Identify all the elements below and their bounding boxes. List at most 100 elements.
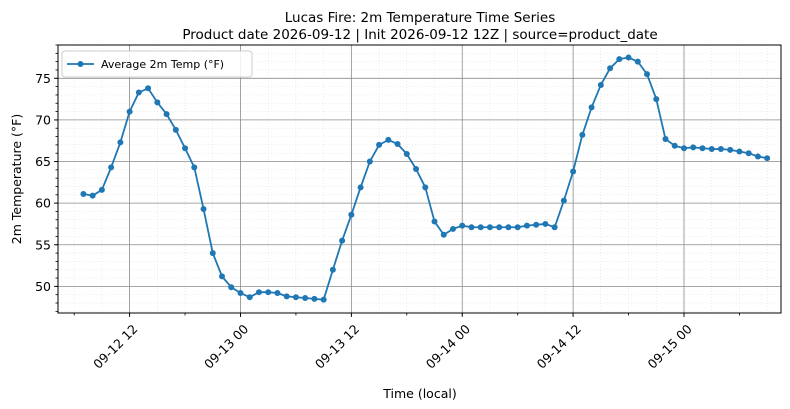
y-axis-label: 2m Temperature (°F) <box>9 114 24 244</box>
data-point <box>394 141 401 148</box>
data-point <box>570 168 577 175</box>
data-point <box>209 250 216 257</box>
data-point <box>560 197 567 204</box>
data-point <box>764 155 771 162</box>
data-point <box>311 295 318 302</box>
data-point <box>607 65 614 72</box>
data-point <box>449 225 456 232</box>
data-point <box>597 81 604 88</box>
y-tick-label: 65 <box>35 154 51 169</box>
x-tick-labels: 09-12 12 09-13 00 09-13 12 09-14 00 09-14 12… <box>90 321 695 371</box>
data-point <box>486 224 493 231</box>
data-point <box>431 218 438 225</box>
data-point <box>135 89 142 96</box>
data-point <box>89 192 96 199</box>
data-point <box>255 289 262 296</box>
data-point <box>366 158 373 165</box>
data-point <box>385 136 392 143</box>
data-point <box>717 146 724 153</box>
x-tick-label: 09-14 12 <box>534 321 584 371</box>
data-point <box>588 104 595 111</box>
data-point <box>644 71 651 78</box>
data-point <box>468 224 475 231</box>
x-axis-label: Time (local) <box>382 386 456 401</box>
y-tick-label: 60 <box>35 196 51 211</box>
data-point <box>459 222 466 229</box>
data-point <box>745 150 752 157</box>
legend-point-marker <box>77 61 84 67</box>
data-point <box>542 220 549 227</box>
legend-entry-label: Average 2m Temp (°F) <box>101 58 224 71</box>
data-point <box>292 294 299 301</box>
data-point <box>126 108 133 115</box>
axis-ticks <box>54 44 740 317</box>
y-tick-label: 50 <box>35 279 51 294</box>
data-point <box>339 237 346 244</box>
data-point <box>320 296 327 303</box>
data-point <box>754 153 761 160</box>
y-tick-labels: 50 55 60 65 70 75 <box>35 71 51 294</box>
data-point <box>219 273 225 280</box>
data-point <box>727 146 734 153</box>
data-point <box>671 142 678 149</box>
data-point <box>302 295 309 302</box>
data-point <box>403 151 410 158</box>
data-point <box>191 164 198 171</box>
plot-frame <box>57 44 782 314</box>
data-point <box>440 231 447 238</box>
data-point <box>579 131 586 138</box>
data-point <box>680 145 687 152</box>
data-point <box>108 164 115 171</box>
data-point <box>246 294 253 301</box>
chart-title: Lucas Fire: 2m Temperature Time Series <box>285 10 555 26</box>
data-point <box>505 224 512 231</box>
chart-subtitle: Product date 2026-09-12 | Init 2026-09-1… <box>182 27 657 43</box>
data-point <box>533 221 540 228</box>
data-point <box>200 205 207 212</box>
data-point <box>228 284 235 291</box>
data-point <box>616 56 623 63</box>
plot-area <box>58 45 781 313</box>
data-point <box>496 224 503 231</box>
x-tick-label: 09-15 00 <box>645 321 695 371</box>
data-point <box>690 144 697 151</box>
data-point <box>163 111 170 118</box>
data-point <box>736 148 743 155</box>
x-tick-label: 09-12 12 <box>90 321 140 371</box>
data-point <box>514 224 521 231</box>
data-point <box>634 58 641 65</box>
data-point <box>357 184 364 191</box>
data-point <box>283 293 290 300</box>
legend-box <box>61 50 253 78</box>
series-layer <box>80 54 771 303</box>
data-point <box>708 146 715 153</box>
data-point <box>172 126 179 133</box>
data-point <box>477 224 484 231</box>
data-point <box>182 145 189 152</box>
x-tick-label: 09-14 00 <box>423 321 473 371</box>
data-point <box>329 266 336 273</box>
y-tick-label: 55 <box>35 237 51 252</box>
legend: Average 2m Temp (°F) <box>61 50 253 78</box>
data-point <box>274 290 281 297</box>
x-tick-label: 09-13 12 <box>312 321 362 371</box>
y-tick-label: 75 <box>35 71 51 86</box>
data-point <box>653 96 660 103</box>
data-point <box>98 186 105 193</box>
data-point <box>413 166 420 173</box>
x-tick-label: 09-13 00 <box>201 321 251 371</box>
data-point <box>625 54 632 61</box>
data-point <box>422 184 429 191</box>
y-tick-label: 70 <box>35 112 51 127</box>
data-point <box>348 211 355 218</box>
data-point <box>80 190 87 197</box>
data-point <box>376 141 383 148</box>
data-point <box>237 290 244 297</box>
data-point <box>662 136 669 143</box>
data-point <box>117 139 124 146</box>
data-point <box>154 99 161 106</box>
data-point <box>145 85 152 92</box>
data-point <box>699 145 706 152</box>
data-point <box>523 222 530 229</box>
